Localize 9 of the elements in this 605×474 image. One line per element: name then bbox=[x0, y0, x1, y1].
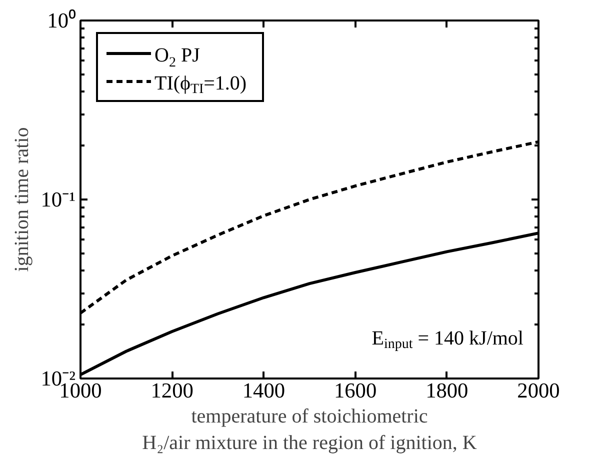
y-tick-label: 10⁰ bbox=[47, 8, 76, 32]
y-tick-label: 10⁻¹ bbox=[40, 188, 76, 212]
x-tick-label: 1600 bbox=[334, 378, 377, 402]
x-tick-label: 1800 bbox=[426, 378, 468, 402]
y-axis-title: ignition time ratio bbox=[10, 127, 33, 272]
x-axis-title: temperature of stoichiometric H₂/air mixture in the region of ignition, K bbox=[142, 406, 478, 454]
x-tick-label: 2000 bbox=[517, 378, 560, 402]
x-tick-label: 1200 bbox=[150, 378, 194, 402]
x-tick-label: 1400 bbox=[242, 378, 286, 402]
